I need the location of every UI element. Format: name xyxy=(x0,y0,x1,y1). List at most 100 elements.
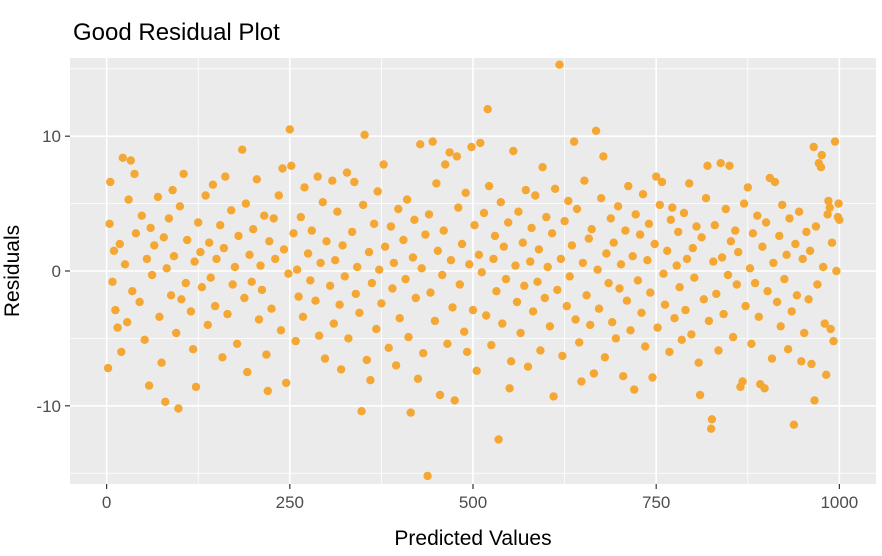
data-point xyxy=(608,318,617,327)
data-point xyxy=(219,243,229,253)
data-point xyxy=(439,226,448,235)
data-point xyxy=(435,390,445,400)
data-point xyxy=(717,253,727,262)
data-point xyxy=(164,214,174,223)
data-point xyxy=(360,130,369,139)
data-point xyxy=(498,319,507,328)
data-point xyxy=(747,339,756,348)
data-point xyxy=(126,156,135,165)
data-point xyxy=(560,216,569,226)
data-point xyxy=(725,161,734,170)
x-tick-label: 750 xyxy=(642,493,670,512)
data-point xyxy=(555,60,564,69)
data-point xyxy=(556,254,566,264)
data-point xyxy=(616,260,626,269)
data-point xyxy=(706,424,716,433)
data-point xyxy=(829,336,838,346)
data-point xyxy=(223,309,232,319)
data-point xyxy=(690,273,699,282)
data-point xyxy=(716,159,725,168)
data-point xyxy=(692,222,701,231)
data-point xyxy=(117,347,126,357)
data-point xyxy=(794,207,804,216)
data-point xyxy=(424,210,434,219)
data-point xyxy=(329,319,338,328)
data-point xyxy=(111,305,120,315)
data-point xyxy=(177,295,186,304)
data-point xyxy=(362,355,371,365)
data-point xyxy=(340,272,349,281)
data-point xyxy=(770,177,780,187)
data-point xyxy=(787,307,796,316)
data-point xyxy=(194,218,203,227)
data-point xyxy=(558,351,567,361)
data-point xyxy=(501,274,511,284)
data-point xyxy=(316,258,325,268)
data-point xyxy=(695,390,705,400)
data-point xyxy=(536,346,545,355)
data-point xyxy=(137,211,146,220)
data-point xyxy=(350,177,359,187)
data-point xyxy=(748,229,758,238)
data-point xyxy=(479,208,489,218)
data-point xyxy=(336,365,346,374)
data-point xyxy=(322,237,331,246)
data-point xyxy=(514,207,523,216)
data-point xyxy=(257,285,267,295)
data-point xyxy=(545,322,555,331)
data-point xyxy=(499,242,508,251)
data-point xyxy=(468,305,478,315)
data-point xyxy=(375,265,384,274)
data-point xyxy=(457,239,467,249)
data-point xyxy=(624,181,633,191)
data-point xyxy=(249,225,258,234)
data-point xyxy=(564,196,573,206)
data-point xyxy=(269,214,278,223)
data-point xyxy=(325,281,335,290)
data-point xyxy=(406,408,415,417)
data-point xyxy=(131,229,141,238)
data-point xyxy=(719,309,728,319)
data-point xyxy=(402,195,412,204)
data-point xyxy=(166,291,176,300)
data-point xyxy=(825,203,834,212)
data-point xyxy=(366,376,375,385)
data-point xyxy=(591,126,601,135)
data-point xyxy=(391,361,401,370)
data-point xyxy=(338,241,347,250)
data-point xyxy=(399,235,408,245)
data-point xyxy=(754,312,763,321)
data-point xyxy=(282,378,291,388)
data-point xyxy=(318,198,327,207)
data-point xyxy=(183,235,192,245)
data-point xyxy=(622,296,632,305)
data-point xyxy=(633,276,643,285)
data-point xyxy=(772,297,782,307)
data-point xyxy=(428,137,437,146)
data-point xyxy=(228,280,237,289)
data-point xyxy=(580,176,589,185)
data-point xyxy=(750,278,760,288)
data-point xyxy=(611,334,621,343)
data-point xyxy=(335,300,344,309)
data-point xyxy=(553,285,562,295)
data-point xyxy=(511,261,520,270)
data-point xyxy=(703,161,712,170)
data-point xyxy=(663,246,672,255)
data-point xyxy=(212,254,221,264)
data-point xyxy=(506,357,516,366)
data-point xyxy=(589,369,599,378)
data-point xyxy=(190,257,199,266)
data-point xyxy=(123,318,132,327)
data-point xyxy=(830,137,840,146)
data-point xyxy=(538,163,547,172)
data-point xyxy=(741,301,750,311)
data-point xyxy=(333,207,342,216)
data-point xyxy=(834,199,843,208)
data-point xyxy=(542,212,551,222)
data-point xyxy=(763,287,772,296)
data-point xyxy=(470,221,479,230)
data-point xyxy=(602,249,611,258)
data-point xyxy=(775,231,784,241)
data-point xyxy=(709,257,718,266)
